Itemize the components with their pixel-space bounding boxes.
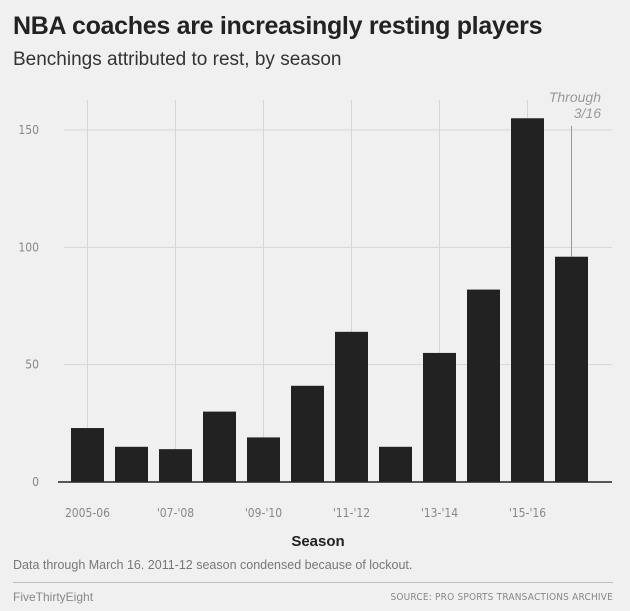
bar [555,256,588,482]
y-tick-label: 100 [18,240,39,254]
y-tick-labels: 0 50 100 150 [18,123,39,489]
x-tick-label: 2005-06 [65,506,110,520]
bar [159,449,192,482]
bar [335,331,368,482]
bar-chart: 0 50 100 150 2005-06 '07-'08 '09-'10 '11-'12 '1… [18,89,612,550]
x-axis-label: Season [291,533,344,550]
footer-divider [13,582,613,583]
x-tick-label: '09-'10 [245,506,282,520]
x-tick-label: '11-'12 [333,506,370,520]
bar [247,437,280,482]
y-tick-label: 150 [18,123,39,137]
annotation-text: Through [549,89,601,105]
chart-subtitle: Benchings attributed to rest, by season [13,49,342,70]
bar [291,385,324,482]
bars [71,118,588,483]
x-tick-labels: 2005-06 '07-'08 '09-'10 '11-'12 '13-'14 '15-'… [65,506,546,520]
bar [115,446,148,482]
footnote: Data through March 16. 2011-12 season co… [13,558,413,572]
y-tick-label: 50 [25,358,39,372]
x-tick-label: '13-'14 [421,506,458,520]
source-label: SOURCE: PRO SPORTS TRANSACTIONS ARCHIVE [390,592,613,603]
bar [467,289,500,482]
bar [379,446,412,482]
x-tick-label: '07-'08 [157,506,194,520]
annotation-text: 3/16 [574,105,601,121]
bar [203,411,236,482]
bar [71,428,104,482]
y-tick-label: 0 [32,475,39,489]
bar [511,118,544,483]
chart-title: NBA coaches are increasingly resting pla… [13,12,543,40]
x-tick-label: '15-'16 [509,506,546,520]
bar [423,352,456,482]
brand-label: FiveThirtyEight [13,590,94,604]
